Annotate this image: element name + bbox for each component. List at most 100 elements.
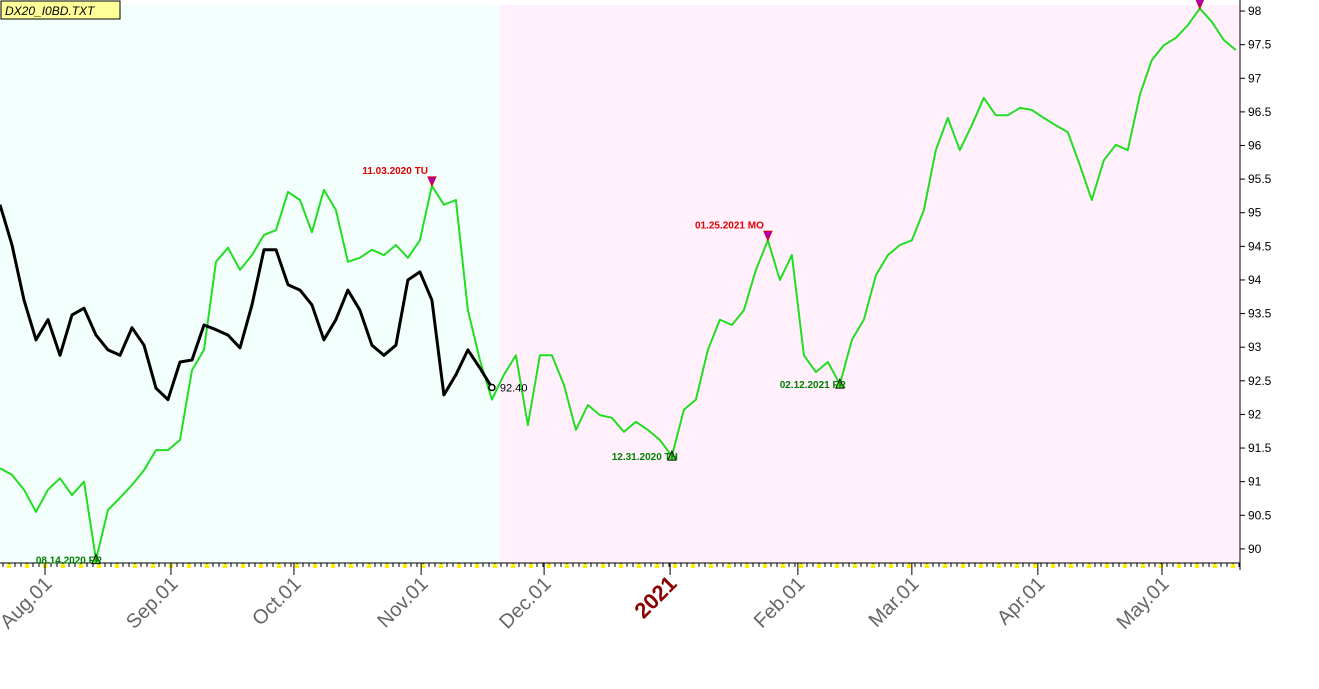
minor-tick-box [673,564,677,568]
minor-tick-box [295,564,299,568]
annotation: 92.40 [500,383,528,395]
high-marker [1195,0,1205,10]
minor-tick-box [853,564,857,568]
y-tick-label: 90.5 [1248,508,1272,522]
minor-tick-box [637,564,641,568]
last-marker [488,383,496,392]
high-marker [427,176,437,188]
x-tick-label: May.01 [1113,573,1174,634]
minor-tick-box [871,564,875,568]
minor-tick-box [601,564,605,568]
y-tick-label: 93.5 [1248,307,1272,321]
minor-tick-box [205,564,209,568]
minor-tick-box [457,564,461,568]
minor-tick-box [655,564,659,568]
minor-tick-box [1195,564,1199,568]
minor-tick-box [979,564,983,568]
series-line [0,204,494,402]
minor-tick-box [403,564,407,568]
minor-tick-box [1087,564,1091,568]
minor-tick-box [349,564,353,568]
minor-tick-box [79,564,83,568]
minor-tick-box [385,564,389,568]
x-tick-label: Oct.01 [248,573,305,630]
minor-tick-box [529,564,533,568]
minor-tick-box [781,564,785,568]
minor-tick-box [61,564,65,568]
minor-tick-box [1033,564,1037,568]
y-tick-label: 91 [1248,475,1262,489]
y-tick-label: 92.5 [1248,374,1272,388]
x-tick-label: Sep.01 [122,573,182,633]
minor-tick-box [727,564,731,568]
x-tick-label: Nov.01 [373,573,432,632]
low-marker [835,377,845,389]
series-line [0,7,1237,561]
minor-tick-box [1069,564,1073,568]
minor-tick-box [763,564,767,568]
y-tick-label: 94.5 [1248,239,1272,253]
minor-tick-box [817,564,821,568]
low-marker [667,449,677,461]
minor-tick-box [151,564,155,568]
minor-tick-box [691,564,695,568]
y-tick-label: 98 [1248,4,1262,18]
y-tick-label: 95.5 [1248,172,1272,186]
minor-tick-box [475,564,479,568]
x-tick-label: Mar.01 [865,573,924,632]
minor-tick-box [907,564,911,568]
minor-tick-box [925,564,929,568]
minor-tick-box [97,564,101,568]
minor-tick-box [1213,564,1217,568]
y-tick-label: 94 [1248,273,1262,287]
x-tick-label: Dec.01 [495,573,555,633]
annotation: 02.12.2021 FR [780,380,847,391]
minor-tick-box [511,564,515,568]
minor-tick-box [367,564,371,568]
minor-tick-box [709,564,713,568]
y-tick-label: 95 [1248,206,1262,220]
y-tick-label: 93 [1248,340,1262,354]
minor-tick-box [331,564,335,568]
minor-tick-box [277,564,281,568]
annotation: 12.31.2020 TH [612,452,678,463]
y-tick-label: 96.5 [1248,105,1272,119]
minor-tick-box [421,564,425,568]
minor-tick-box [547,564,551,568]
minor-tick-box [25,564,29,568]
x-tick-label: Apr.01 [993,573,1049,629]
minor-tick-box [1051,564,1055,568]
x-tick-label: Feb.01 [750,573,810,633]
minor-tick-box [223,564,227,568]
x-tick-label: Aug.01 [0,573,57,633]
minor-tick-box [1177,564,1181,568]
minor-tick-box [961,564,965,568]
y-tick-label: 92 [1248,407,1262,421]
y-tick-label: 91.5 [1248,441,1272,455]
minor-tick-box [439,564,443,568]
minor-tick-box [1141,564,1145,568]
minor-tick-box [241,564,245,568]
chart-title: DX20_I0BD.TXT [5,4,96,18]
minor-ticks [2,563,1240,568]
annotation: 01.25.2021 MO [695,220,764,231]
minor-tick-box [799,564,803,568]
minor-tick-box [835,564,839,568]
minor-tick-box [133,564,137,568]
minor-tick-box [997,564,1001,568]
right-region [500,5,1240,563]
low-marker [91,553,101,565]
minor-tick-box [619,564,623,568]
minor-tick-box [889,564,893,568]
annotation: 11.03.2020 TU [362,166,428,177]
minor-tick-box [115,564,119,568]
minor-tick-box [745,564,749,568]
minor-tick-box [1105,564,1109,568]
x-tick-label: 2021 [629,571,681,623]
y-tick-label: 96 [1248,139,1262,153]
y-tick-label: 97 [1248,71,1262,85]
minor-tick-box [943,564,947,568]
minor-tick-box [583,564,587,568]
left-region [0,5,500,563]
